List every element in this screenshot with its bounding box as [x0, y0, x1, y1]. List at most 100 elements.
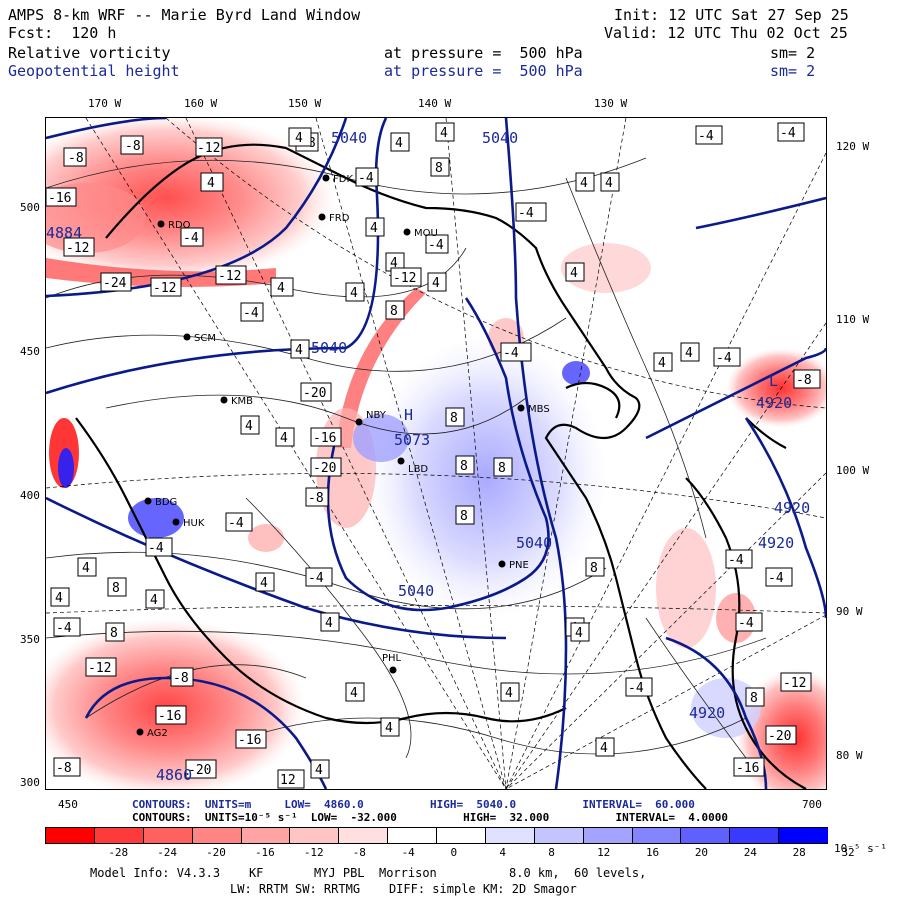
colorbar-tick-label: 12 [597, 846, 611, 859]
station-marker: MOU [403, 228, 438, 239]
contour-label: -4 [777, 122, 805, 142]
lon-label-right: 90 W [836, 605, 863, 618]
svg-text:8: 8 [450, 411, 458, 426]
contour-label: 4 [435, 122, 455, 142]
station-marker: MBS [517, 404, 550, 415]
grid-label-left: 400 [20, 489, 40, 502]
svg-text:-20: -20 [313, 461, 336, 476]
svg-text:-4: -4 [628, 681, 644, 696]
colorbar-swatch [45, 827, 95, 844]
svg-text:4: 4 [385, 721, 393, 736]
high-label: H [404, 406, 413, 424]
svg-text:-4: -4 [183, 231, 199, 246]
contour-label: 4 [565, 262, 585, 282]
colorbar-swatch [191, 827, 241, 844]
svg-text:PNE: PNE [509, 560, 529, 571]
colorbar-swatch [533, 827, 584, 844]
contour-label: 4 [290, 339, 310, 359]
contour-label: -8 [53, 757, 81, 777]
model-info: Model Info: V4.3.3 KF MYJ PBL Morrison 8… [90, 866, 647, 880]
contour-label: 4 [200, 172, 224, 192]
svg-text:-20: -20 [768, 729, 791, 744]
svg-text:MBS: MBS [528, 404, 550, 415]
contour-label: -12 [215, 265, 247, 285]
grid-label-bottom: 700 [802, 798, 822, 811]
contour-label: -20 [765, 725, 797, 745]
svg-text:-20: -20 [303, 386, 326, 401]
contour-label: -16 [46, 187, 77, 207]
contour-label: -16 [733, 757, 765, 777]
height-label: 5073 [394, 431, 430, 449]
colorbar-tick-label: 8 [548, 846, 555, 859]
lon-label-top: 130 W [594, 97, 628, 110]
svg-text:-12: -12 [88, 661, 111, 676]
contour-label: -4 [355, 167, 379, 187]
svg-text:8: 8 [750, 691, 758, 706]
svg-text:4: 4 [295, 131, 303, 146]
svg-text:8: 8 [498, 461, 506, 476]
contour-label: -12 [390, 267, 422, 287]
contour-label: 4 [385, 252, 405, 272]
contour-label: -4 [625, 677, 653, 697]
contour-label: -8 [120, 135, 144, 155]
contour-label: 4 [500, 682, 520, 702]
height-contour-info: CONTOURS: UNITS=m LOW= 4860.0 HIGH= 5040… [132, 798, 695, 811]
svg-text:-16: -16 [48, 191, 71, 206]
contour-label: 4 [390, 132, 410, 152]
contour-label: 8 [105, 622, 125, 642]
contour-label: 4 [240, 415, 260, 435]
contour-label: -4 [500, 342, 532, 362]
contour-label: 4 [600, 172, 620, 192]
contour-label: 4 [50, 587, 70, 607]
contour-label: -4 [515, 202, 547, 222]
contour-label: -4 [713, 347, 741, 367]
svg-text:-12: -12 [197, 141, 220, 156]
colorbar-swatch [338, 827, 388, 844]
forecast-hour: Fcst: 120 h [8, 24, 117, 42]
colorbar-swatch [436, 827, 486, 844]
svg-text:-24: -24 [103, 276, 127, 291]
field1-level: at pressure = 500 hPa [384, 44, 583, 62]
contour-label: 4 [365, 217, 385, 237]
contour-label: -16 [155, 705, 187, 725]
contour-label: 8 [493, 457, 513, 477]
init-time: Init: 12 UTC Sat 27 Sep 25 [614, 6, 849, 24]
height-label: 4920 [774, 499, 810, 517]
model-physics: LW: RRTM SW: RRTMG DIFF: simple KM: 2D S… [230, 882, 577, 896]
grid-label-bottom: 450 [58, 798, 78, 811]
svg-text:4: 4 [350, 286, 358, 301]
svg-text:4: 4 [600, 741, 608, 756]
svg-text:8: 8 [390, 304, 398, 319]
lon-label-top: 150 W [288, 97, 322, 110]
station-marker: FRD [318, 213, 350, 224]
svg-text:AG2: AG2 [147, 728, 168, 739]
colorbar-swatch [680, 827, 730, 844]
station-marker: LBD [397, 457, 428, 475]
svg-text:8: 8 [112, 581, 120, 596]
svg-text:-12: -12 [218, 269, 241, 284]
svg-text:4: 4 [207, 176, 215, 191]
grid-label-left: 500 [20, 201, 40, 214]
colorbar-swatch [240, 827, 290, 844]
contour-label-boxes: -8 -12 -8 -8 -16 -12 -24 -12 4 -4 -12 -4… [46, 122, 821, 789]
svg-text:NBY: NBY [366, 410, 387, 421]
lon-label-right: 80 W [836, 749, 863, 762]
svg-text:-16: -16 [158, 709, 181, 724]
svg-text:4: 4 [370, 221, 378, 236]
contour-label: 4 [345, 682, 365, 702]
svg-text:HUK: HUK [183, 518, 205, 529]
contour-label: 12 [277, 769, 305, 789]
svg-text:-12: -12 [153, 281, 176, 296]
svg-text:8: 8 [460, 509, 468, 524]
contour-label: -4 [53, 617, 81, 637]
vorticity-shading [46, 118, 826, 789]
colorbar-swatch [778, 827, 828, 844]
svg-text:KMB: KMB [231, 396, 253, 407]
lon-label-right: 110 W [836, 313, 870, 326]
svg-text:BDG: BDG [155, 497, 177, 508]
svg-text:-4: -4 [698, 129, 714, 144]
svg-text:4: 4 [440, 126, 448, 141]
svg-text:-4: -4 [716, 351, 732, 366]
field2-smoothing: sm= 2 [770, 62, 816, 80]
contour-label: -4 [225, 512, 253, 532]
